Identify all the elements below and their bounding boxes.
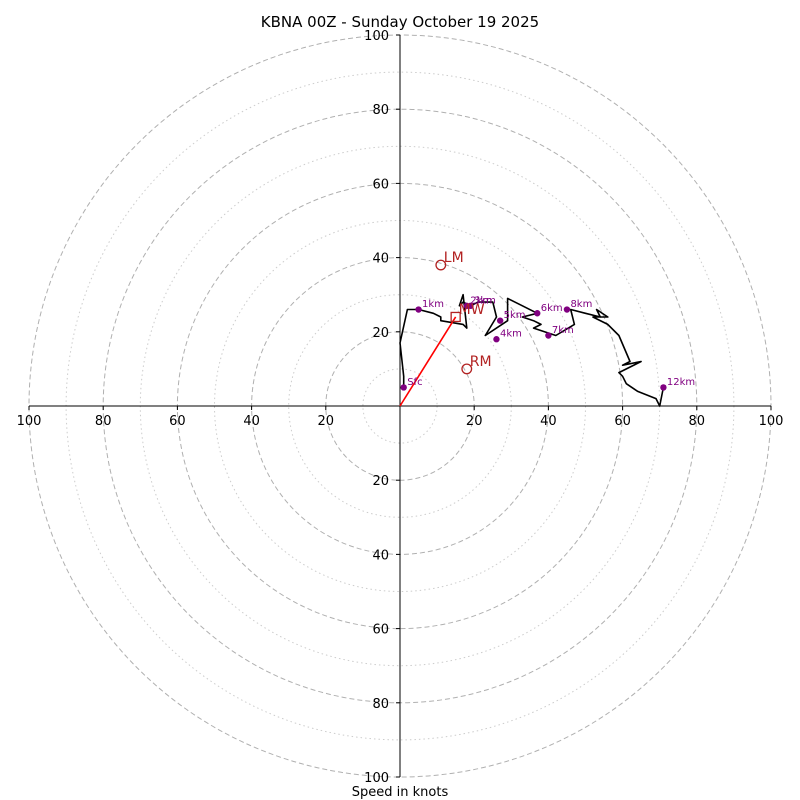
x-tick-label: 100 <box>759 414 784 429</box>
height-label: 7km <box>552 325 574 336</box>
height-point <box>400 384 407 391</box>
height-label: 8km <box>570 299 592 310</box>
x-tick-label: 100 <box>17 414 42 429</box>
y-tick-label: 40 <box>372 252 389 267</box>
height-label: 1km <box>422 299 444 310</box>
hodograph-trace <box>399 293 665 407</box>
x-tick-label: 40 <box>540 414 557 429</box>
y-tick-label: 100 <box>364 771 389 786</box>
x-tick-label: 80 <box>95 414 112 429</box>
x-tick-label: 20 <box>318 414 335 429</box>
height-point <box>534 310 541 317</box>
height-point <box>660 384 667 391</box>
y-tick-label: 60 <box>372 177 389 192</box>
y-tick-label: 80 <box>372 697 389 712</box>
storm-motion-marker <box>435 259 447 271</box>
x-axis-label: Speed in knots <box>352 785 449 800</box>
shear-vector <box>399 316 457 407</box>
chart-title: KBNA 00Z - Sunday October 19 2025 <box>261 13 539 31</box>
y-tick-label: 20 <box>372 474 389 489</box>
x-tick-label: 40 <box>243 414 260 429</box>
height-label: 5km <box>504 310 526 321</box>
y-tick-label: 80 <box>372 103 389 118</box>
y-tick-label: 60 <box>372 623 389 638</box>
storm-motion-label: MW <box>459 302 485 318</box>
height-point <box>496 317 504 324</box>
height-point <box>415 306 422 313</box>
storm-motion-marker <box>450 311 461 323</box>
height-point <box>493 336 500 343</box>
x-tick-label: 60 <box>614 414 631 429</box>
x-tick-label: 60 <box>169 414 186 429</box>
height-label: 4km <box>500 329 522 340</box>
height-label: 6km <box>541 303 563 314</box>
storm-motion-label: RM <box>470 354 492 370</box>
height-label: 2km <box>470 295 492 306</box>
y-tick-label: 20 <box>372 326 389 341</box>
y-tick-label: 100 <box>364 29 389 44</box>
y-tick-label: 40 <box>372 548 389 563</box>
height-point <box>467 302 474 310</box>
height-label: 12km <box>667 377 695 388</box>
height-label: 3km <box>474 295 496 306</box>
x-tick-label: 80 <box>689 414 706 429</box>
height-point <box>563 306 571 313</box>
height-label: Sfc <box>407 377 422 388</box>
storm-motion-marker <box>461 363 473 375</box>
storm-motion-label: LM <box>444 250 464 266</box>
x-tick-label: 20 <box>466 414 483 429</box>
height-point <box>545 332 552 339</box>
